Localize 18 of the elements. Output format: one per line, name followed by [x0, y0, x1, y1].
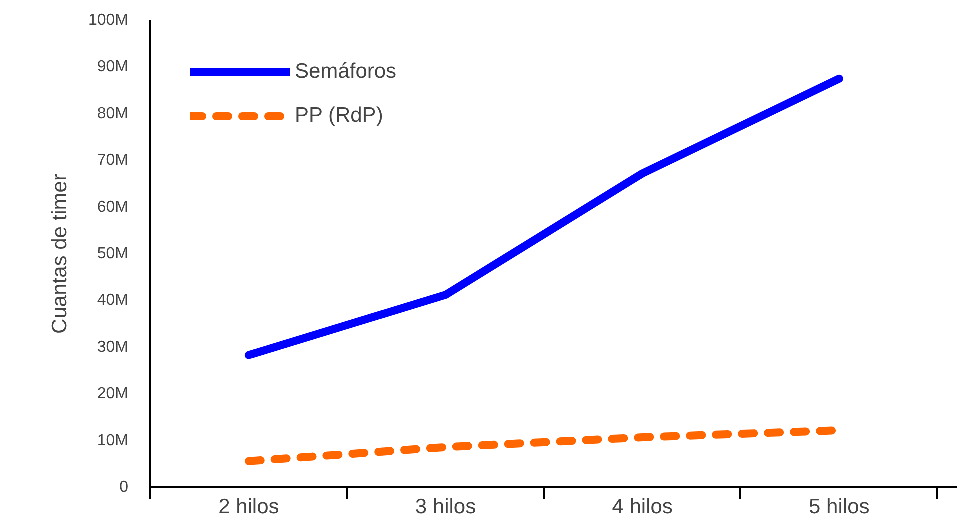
legend-label: PP (RdP) [295, 104, 384, 128]
y-tick-label: 40M [97, 292, 128, 310]
y-tick-label: 0 [120, 479, 129, 496]
y-tick-label: 50M [97, 246, 128, 262]
x-tick-label: 2 hilos [218, 496, 280, 518]
y-tick-label: 100M [88, 12, 129, 29]
y-tick-label: 20M [97, 386, 128, 403]
y-tick-label: 60M [97, 198, 128, 216]
x-tick-label: 5 hilos [809, 496, 870, 518]
y-tick-label: 80M [97, 105, 128, 122]
y-tick-label: 70M [97, 152, 128, 170]
y-tick-label: 30M [97, 338, 128, 356]
x-tick-label: 3 hilos [415, 496, 476, 518]
legend-label: Semáforos [295, 60, 397, 84]
y-tick-label: 90M [97, 58, 128, 76]
x-tick-label: 4 hilos [612, 496, 673, 518]
y-tick-label: 10M [97, 432, 128, 450]
y-axis-title: Cuantas de timer [48, 174, 72, 334]
